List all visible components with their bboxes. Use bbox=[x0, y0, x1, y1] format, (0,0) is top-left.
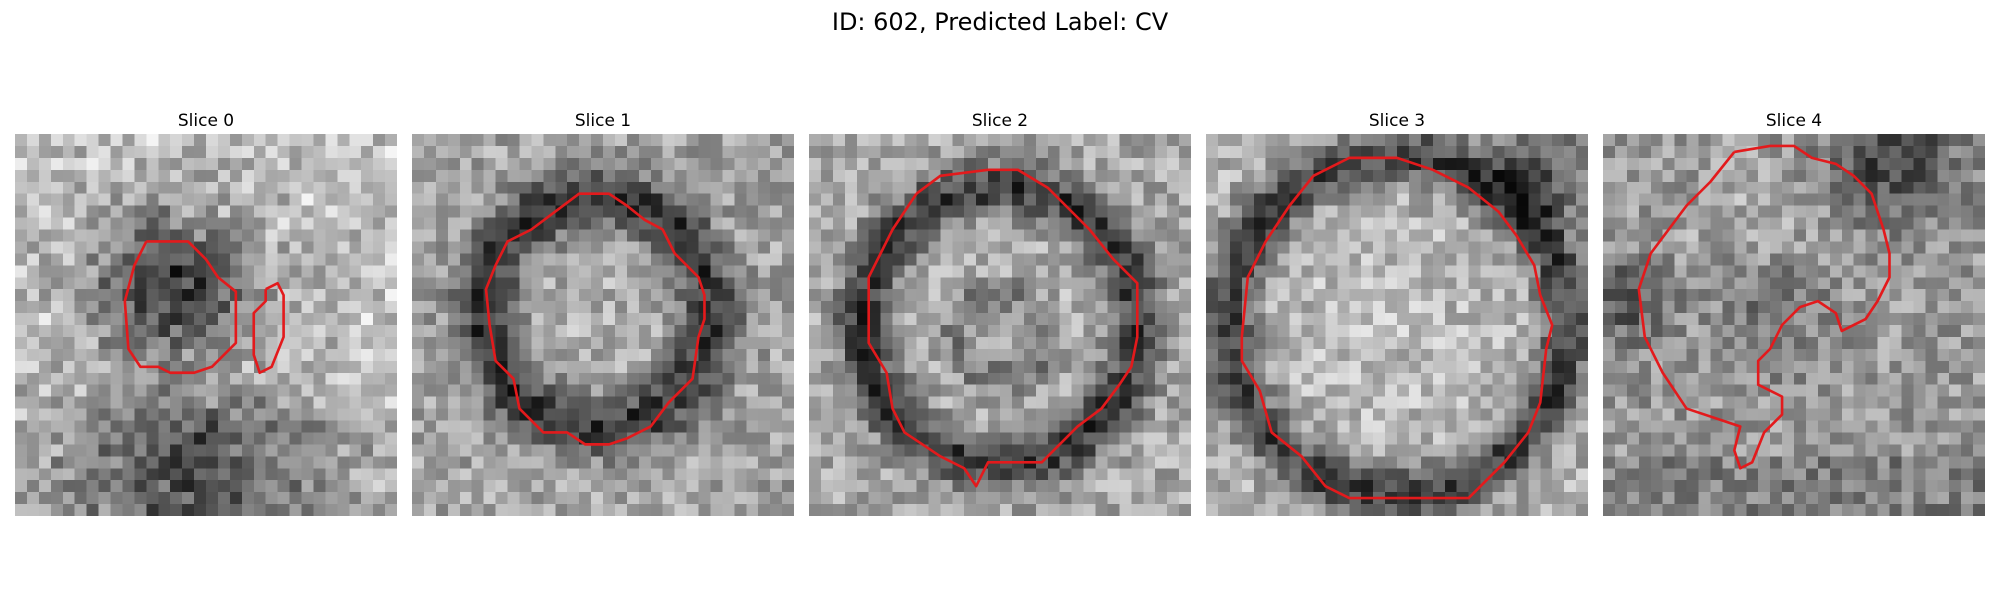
slice-image bbox=[1206, 134, 1588, 516]
slice-title: Slice 0 bbox=[177, 111, 235, 131]
slice-title: Slice 3 bbox=[1368, 111, 1426, 131]
segmentation-contour bbox=[484, 192, 706, 446]
slice-panel-2: Slice 2 bbox=[809, 110, 1191, 518]
segmentation-contour bbox=[867, 168, 1139, 488]
slice-image bbox=[1603, 134, 1985, 516]
slice-title: Slice 1 bbox=[574, 111, 632, 131]
slice-pixels bbox=[15, 134, 397, 516]
slice-image bbox=[809, 134, 1191, 516]
segmentation-contour bbox=[1637, 144, 1891, 470]
segmentation-contour bbox=[123, 240, 238, 375]
slice-pixels bbox=[412, 134, 794, 516]
slice-title: Slice 4 bbox=[1765, 111, 1823, 131]
slice-image bbox=[412, 134, 794, 516]
slice-title: Slice 2 bbox=[971, 111, 1029, 131]
segmentation-contour bbox=[252, 281, 285, 375]
slice-panel-4: Slice 4 bbox=[1603, 110, 1985, 518]
slice-image bbox=[15, 134, 397, 516]
slice-panel-0: Slice 0 bbox=[15, 110, 397, 518]
segmentation-contour bbox=[1240, 156, 1554, 500]
slice-pixels bbox=[809, 134, 1191, 516]
figure-title: ID: 602, Predicted Label: CV bbox=[831, 8, 1169, 36]
slice-panel-1: Slice 1 bbox=[412, 110, 794, 518]
slice-pixels bbox=[1603, 134, 1985, 516]
slice-panel-3: Slice 3 bbox=[1206, 110, 1588, 518]
slice-pixels bbox=[1206, 134, 1588, 516]
